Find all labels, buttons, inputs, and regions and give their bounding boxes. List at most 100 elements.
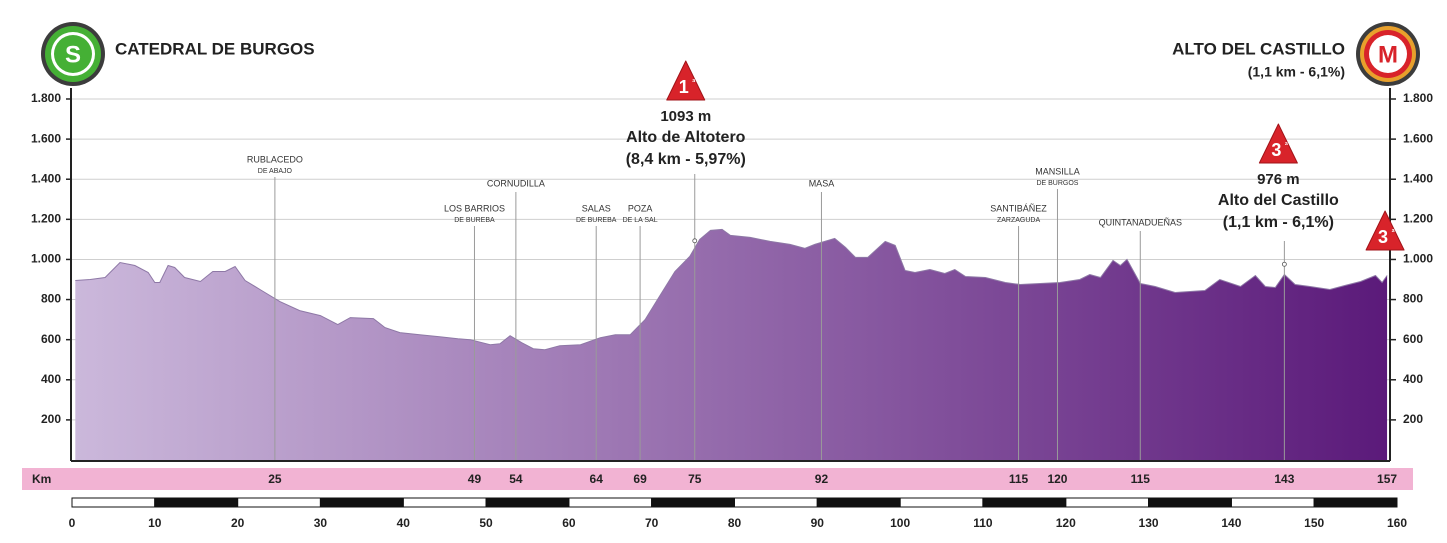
elevation-line [75,228,1388,351]
y-tick-label: 600 [41,332,61,346]
x-tick-label: 140 [1221,516,1241,530]
scale-segment [485,497,570,508]
y2-tick-label: 1.000 [1403,252,1433,266]
scale-segment [1313,497,1398,508]
x-tick-label: 70 [645,516,659,530]
waypoint-sub: DE BURGOS [1036,180,1078,187]
waypoint-km: 115 [1009,472,1029,486]
km-band [22,468,1413,490]
start-icon: S [41,22,105,86]
x-tick-label: 50 [479,516,493,530]
x-tick-label: 90 [811,516,825,530]
waypoint-name: QUINTANADUEÑAS [1099,217,1182,227]
waypoint-km: 64 [590,472,604,486]
y-tick-label: 200 [41,412,61,426]
finish-icon-letter: M [1378,41,1398,68]
climb-name: Alto de Altotero [626,129,746,146]
x-tick-label: 130 [1139,516,1159,530]
climb-ordinal: ª [1392,228,1395,237]
waypoint-km: 143 [1274,472,1294,486]
waypoint-sub: ZARZAGUDA [997,217,1041,224]
climb-category: 1 [679,77,689,97]
y-tick-label: 1.000 [31,252,61,266]
x-tick-label: 10 [148,516,162,530]
y2-tick-label: 200 [1403,412,1423,426]
y2-tick-label: 1.200 [1403,212,1433,226]
y-tick-label: 1.200 [31,212,61,226]
scale-segment [154,497,239,508]
climb-detail: (8,4 km - 5,97%) [626,151,746,168]
waypoint-name: SALAS [582,203,611,213]
x-tick-label: 40 [397,516,411,530]
km-band-label: Km [32,472,51,486]
scale-segment [402,497,487,508]
climb-marker [666,60,706,101]
finish-icon: M [1356,22,1420,86]
waypoint-name: MASA [809,178,835,188]
y-tick-label: 400 [41,372,61,386]
y2-tick-label: 1.800 [1403,91,1433,105]
waypoint-km: 120 [1047,472,1067,486]
waypoint-km: 92 [815,472,829,486]
waypoint-km: 75 [688,472,702,486]
scale-segment [651,497,735,508]
y-tick-label: 1.600 [31,131,61,145]
scale-segment [734,497,818,508]
waypoint-name: POZA [628,203,653,213]
waypoint-name: SANTIBÁÑEZ [990,203,1047,213]
y2-tick-label: 1.600 [1403,131,1433,145]
x-tick-label: 110 [973,516,993,530]
climb-summit [1281,261,1287,267]
climb-elevation: 976 m [1257,171,1300,188]
climb-category: 3 [1378,227,1388,247]
scale-segment [71,497,156,508]
start-name: CATEDRAL DE BURGOS [115,39,315,58]
x-tick-label: 80 [728,516,742,530]
y-tick-label: 800 [41,292,61,306]
waypoint-sub: DE ABAJO [258,168,293,175]
finish-detail: (1,1 km - 6,1%) [1248,64,1345,80]
scale-segment [899,497,984,508]
x-tick-label: 60 [562,516,576,530]
y2-tick-label: 600 [1403,332,1423,346]
x-tick-label: 150 [1304,516,1324,530]
climb-elevation: 1093 m [660,108,711,125]
scale-segment [237,497,321,508]
elevation-area [75,229,1388,460]
scale-segment [816,497,901,508]
waypoint-km: 115 [1131,472,1151,486]
y2-tick-label: 800 [1403,292,1423,306]
scale-segment [568,497,653,508]
climb-ordinal: ª [1285,141,1288,150]
waypoint-km: 157 [1377,472,1397,486]
start-icon-letter: S [65,41,81,68]
climb-ordinal: ª [692,78,695,87]
y-tick-label: 1.800 [31,91,61,105]
scale-segment [1230,497,1315,508]
x-tick-label: 30 [314,516,328,530]
waypoint-name: MANSILLA [1035,166,1080,176]
x-tick-label: 120 [1056,516,1076,530]
climb-marker [1258,123,1298,164]
x-tick-label: 20 [231,516,245,530]
scale-segment [982,497,1067,508]
scale-segment [1065,497,1150,508]
climb-marker [1365,210,1405,251]
waypoint-sub: DE BUREBA [576,217,617,224]
y2-tick-label: 1.400 [1403,171,1433,185]
x-tick-label: 0 [69,516,76,530]
x-tick-label: 100 [890,516,910,530]
y-tick-label: 1.400 [31,171,61,185]
waypoint-km: 25 [268,472,282,486]
waypoint-km: 49 [468,472,482,486]
y2-tick-label: 400 [1403,372,1423,386]
waypoint-sub: DE BUREBA [454,217,495,224]
waypoint-km: 69 [633,472,647,486]
climb-name: Alto del Castillo [1218,192,1339,209]
climb-summit [692,238,698,244]
climb-detail: (1,1 km - 6,1%) [1223,214,1334,231]
waypoint-name: LOS BARRIOS [444,203,505,213]
climb-category: 3 [1271,140,1281,160]
